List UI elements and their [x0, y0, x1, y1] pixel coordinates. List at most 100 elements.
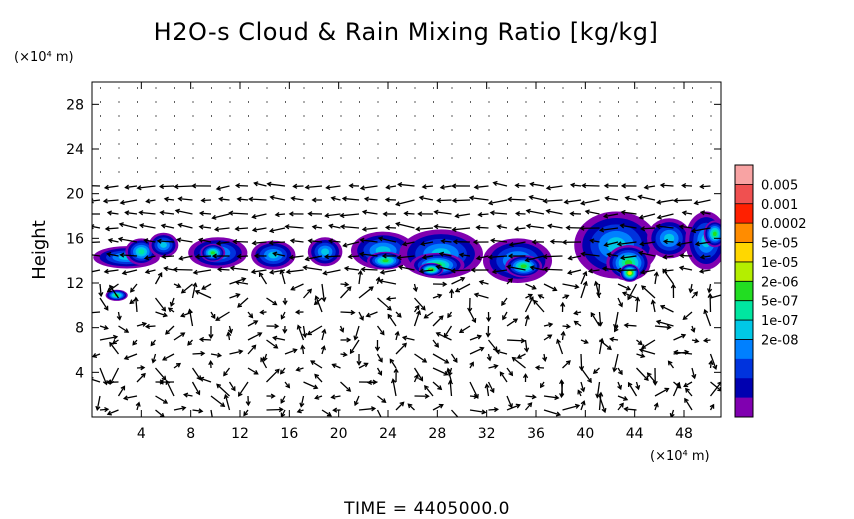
wind-arrow-head	[136, 185, 142, 191]
wind-arrow-head	[138, 223, 145, 229]
wind-arrow-head	[377, 370, 383, 376]
wind-arrow-head	[525, 223, 532, 229]
wind-arrow-head	[343, 265, 349, 272]
wind-arrow-head	[556, 338, 561, 344]
wind-arrow	[280, 395, 286, 404]
colorbar-label: 0.0002	[761, 217, 807, 232]
wind-arrow	[297, 325, 305, 341]
wind-arrow-head	[548, 322, 554, 328]
wind-arrow	[329, 224, 341, 229]
wind-arrow	[660, 184, 674, 187]
wind-arrow-head	[623, 406, 629, 412]
wind-arrow	[223, 367, 231, 376]
wind-arrow-head	[691, 374, 697, 380]
wind-arrow-head	[130, 287, 135, 293]
wind-arrow-head	[390, 378, 397, 384]
wind-arrow-head	[248, 196, 254, 202]
wind-arrow	[92, 199, 101, 202]
wind-arrow	[444, 325, 453, 338]
wind-arrow	[107, 409, 119, 415]
y-tick-label: 8	[75, 321, 84, 337]
wind-arrow	[341, 225, 360, 229]
wind-arrow	[146, 199, 156, 203]
wind-arrow	[460, 253, 471, 257]
wind-arrow	[216, 185, 230, 190]
wind-arrow-head	[460, 276, 466, 282]
wind-arrow	[700, 269, 711, 273]
wind-arrow-head	[348, 183, 354, 189]
wind-arrow-head	[180, 312, 186, 318]
wind-arrow	[247, 320, 258, 327]
wind-arrow	[181, 283, 193, 294]
wind-arrow-head	[191, 183, 197, 189]
wind-arrow-head	[569, 182, 576, 188]
wind-arrow	[432, 367, 448, 376]
wind-arrow	[413, 310, 421, 327]
wind-arrow	[455, 283, 471, 293]
wind-arrow-head	[211, 214, 217, 220]
wind-arrow-head	[597, 321, 603, 327]
wind-arrow	[396, 222, 415, 229]
wind-arrow	[275, 213, 286, 216]
cloud-contour	[160, 242, 167, 248]
wind-arrow-head	[693, 291, 699, 297]
wind-arrow	[598, 311, 602, 326]
wind-arrow-head	[87, 311, 91, 315]
wind-arrow-head	[520, 338, 526, 344]
wind-arrow-head	[274, 368, 280, 374]
wind-arrow-head	[163, 399, 169, 404]
wind-arrow-head	[223, 371, 228, 377]
wind-arrow	[387, 297, 397, 300]
wind-arrow-head	[637, 194, 643, 200]
cloud-contour	[382, 259, 389, 263]
colorbar-segment	[735, 397, 753, 418]
wind-arrow-head	[580, 251, 586, 257]
wind-arrow	[568, 269, 582, 274]
wind-arrow-head	[560, 301, 566, 307]
wind-arrow-head	[109, 341, 114, 347]
cloud-contour	[520, 264, 527, 269]
wind-arrow	[663, 255, 674, 259]
wind-arrow-head	[606, 252, 612, 258]
wind-arrow	[104, 199, 119, 202]
wind-arrow	[682, 211, 693, 215]
wind-arrow	[700, 211, 711, 215]
wind-arrow	[515, 184, 526, 187]
wind-arrow-head	[638, 347, 645, 353]
wind-arrow	[414, 353, 427, 363]
wind-arrow	[361, 268, 378, 271]
wind-arrow	[614, 311, 619, 328]
wind-arrow-head	[387, 313, 393, 319]
wind-arrow	[617, 241, 637, 245]
wind-arrow-head	[218, 196, 224, 202]
wind-arrow-head	[135, 401, 141, 407]
wind-arrow	[136, 322, 147, 327]
wind-arrow-head	[545, 208, 551, 214]
wind-arrow	[450, 353, 458, 363]
wind-arrow	[543, 255, 563, 258]
wind-arrow	[691, 227, 711, 232]
wind-arrow-head	[237, 302, 243, 308]
wind-arrow	[404, 212, 415, 215]
wind-arrow	[673, 334, 686, 341]
wind-arrow	[455, 213, 471, 217]
wind-arrow-head	[272, 300, 278, 306]
wind-arrow-head	[508, 371, 514, 377]
wind-arrow	[96, 395, 101, 410]
wind-arrow	[92, 378, 101, 383]
wind-arrow-head	[574, 283, 580, 290]
wind-arrow	[343, 241, 360, 247]
wind-arrow-head	[566, 269, 573, 275]
wind-arrow-head	[707, 288, 713, 294]
wind-arrow-head	[158, 379, 164, 385]
wind-arrow-head	[122, 395, 129, 401]
wind-arrow-head	[620, 183, 626, 189]
wind-arrow-head	[272, 251, 278, 257]
wind-arrow-head	[559, 379, 565, 385]
wind-arrow-head	[177, 222, 183, 228]
wind-arrow-head	[643, 184, 649, 190]
wind-arrow-head	[569, 211, 575, 217]
wind-arrow	[252, 213, 267, 218]
wind-arrow-head	[407, 403, 413, 409]
wind-arrow-head	[662, 268, 668, 274]
